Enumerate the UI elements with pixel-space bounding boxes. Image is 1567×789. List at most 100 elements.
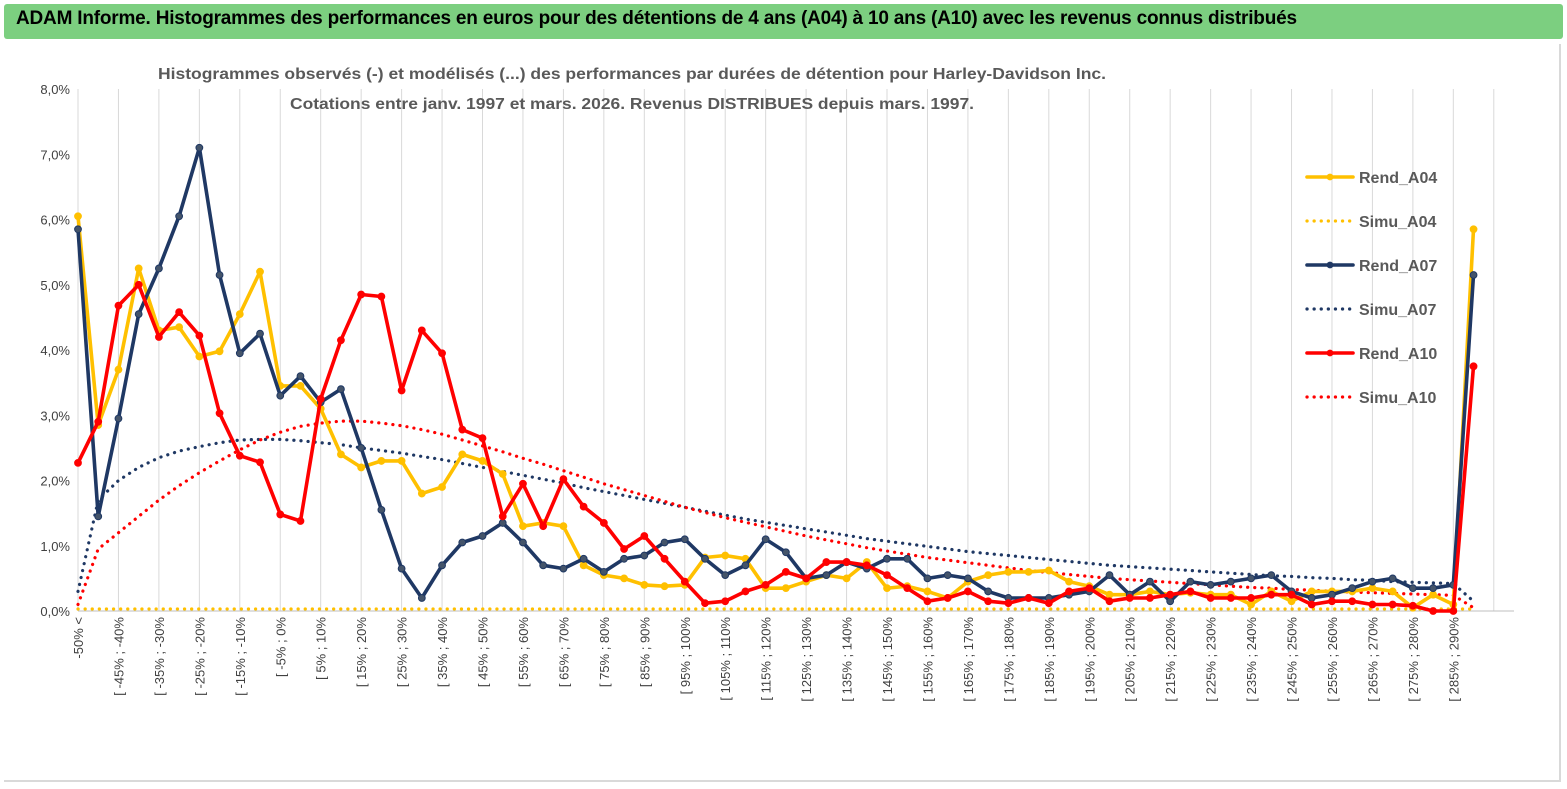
y-tick-label: 4,0% xyxy=(40,343,70,358)
series-simu-a10 xyxy=(76,419,1476,610)
data-point xyxy=(1105,597,1114,606)
data-point xyxy=(256,267,264,276)
legend-label: Rend_A07 xyxy=(1359,258,1437,275)
data-point xyxy=(842,574,851,583)
data-point xyxy=(842,558,851,566)
data-point xyxy=(519,479,527,488)
data-point xyxy=(155,264,163,273)
y-axis: 0,0% 1,0% 2,0% 3,0% 4,0% 5,0% 6,0% 7,0% 8,0% xyxy=(40,82,70,619)
x-tick-label: [ -5% ; 0% xyxy=(273,617,288,677)
title-banner: ADAM Informe. Histogrammes des performan… xyxy=(4,4,1563,39)
data-point xyxy=(1267,571,1276,580)
data-point xyxy=(984,597,993,606)
data-point xyxy=(1368,584,1377,593)
data-point xyxy=(761,535,770,544)
data-point xyxy=(1226,594,1235,602)
data-point xyxy=(539,561,548,570)
x-tick-label: [ 115% ; 120% xyxy=(759,617,774,701)
x-tick-label: [ 235% ; 240% xyxy=(1244,617,1259,702)
data-point xyxy=(417,594,426,602)
x-tick-label: [ 195% ; 200% xyxy=(1082,617,1097,702)
data-point xyxy=(1166,590,1175,599)
data-point xyxy=(276,510,285,519)
data-point xyxy=(316,395,325,403)
x-tick-label: [ 185% ; 190% xyxy=(1042,617,1057,702)
data-point xyxy=(1146,594,1154,602)
x-tick-label: [ 85% ; 90% xyxy=(637,617,652,688)
data-point xyxy=(761,581,770,589)
chart-subtitle: Cotations entre janv. 1997 et mars. 2026… xyxy=(290,96,974,113)
data-point xyxy=(1307,587,1316,596)
x-tick-label: [ 95% ; 100% xyxy=(678,617,693,695)
data-point xyxy=(357,443,366,452)
x-tick-label: [ 135% ; 140% xyxy=(840,617,855,702)
data-point xyxy=(1004,599,1013,608)
data-point xyxy=(1085,584,1094,593)
legend-item: Simu_A07 xyxy=(1305,302,1436,319)
x-tick-label: [ -25% ; -20% xyxy=(192,617,207,696)
data-point xyxy=(195,352,204,361)
data-point xyxy=(94,417,103,426)
data-point xyxy=(1368,577,1377,586)
data-point xyxy=(397,564,406,573)
x-tick-label: [ 5% ; 10% xyxy=(314,617,329,680)
data-point xyxy=(1449,607,1458,615)
data-point xyxy=(579,554,588,563)
data-point xyxy=(781,548,790,557)
legend: Rend_A04 Simu_A04 Rend_A07 Simu_A07 Rend_A10… xyxy=(1305,170,1437,407)
x-tick-label: [ -15% ; -10% xyxy=(233,617,248,696)
data-point xyxy=(721,597,730,606)
legend-item: Rend_A10 xyxy=(1305,346,1437,363)
data-point xyxy=(498,470,507,478)
data-point xyxy=(640,551,649,560)
data-point xyxy=(1004,567,1013,576)
data-point xyxy=(701,554,709,563)
x-tick-label: [ 145% ; 150% xyxy=(880,617,895,702)
data-point xyxy=(1348,597,1357,606)
data-point xyxy=(923,597,932,606)
data-point xyxy=(640,581,649,589)
x-tick-label: [ 35% ; 40% xyxy=(435,617,450,688)
data-point xyxy=(1368,600,1377,609)
x-tick-label: [ 285% ; 290% xyxy=(1446,617,1461,702)
data-point xyxy=(235,310,244,319)
data-point xyxy=(781,567,790,576)
data-point xyxy=(155,333,163,341)
data-point xyxy=(660,554,669,563)
data-point xyxy=(1388,587,1397,596)
legend-label: Rend_A10 xyxy=(1359,346,1437,363)
legend-label: Simu_A10 xyxy=(1359,390,1436,407)
data-point xyxy=(175,308,184,317)
data-point xyxy=(458,425,467,434)
data-point xyxy=(741,587,750,596)
data-point xyxy=(377,505,386,514)
data-point xyxy=(175,212,184,221)
data-point xyxy=(94,512,103,521)
data-point xyxy=(680,577,689,586)
series-line xyxy=(76,437,1476,603)
x-tick-label: [ 55% ; 60% xyxy=(516,617,531,688)
data-point xyxy=(620,574,628,583)
x-tick-label: [ 65% ; 70% xyxy=(556,617,571,688)
data-point xyxy=(276,391,285,400)
data-point xyxy=(74,458,82,467)
data-point xyxy=(964,574,972,583)
gridlines xyxy=(77,89,1495,611)
data-point xyxy=(1065,587,1073,596)
x-tick-label: [ 225% ; 230% xyxy=(1204,617,1219,702)
legend-marker xyxy=(1326,261,1334,269)
data-point xyxy=(620,554,628,563)
data-point xyxy=(1287,597,1296,606)
chart-frame: 0,0% 1,0% 2,0% 3,0% 4,0% 5,0% 6,0% 7,0% 8,0% -50%… xyxy=(4,44,1561,782)
data-point xyxy=(1146,587,1154,596)
x-tick-label: [ 215% ; 220% xyxy=(1163,617,1178,702)
data-point xyxy=(923,587,932,596)
data-point xyxy=(1065,577,1073,586)
data-point xyxy=(1247,594,1255,602)
data-point xyxy=(802,574,811,583)
data-point xyxy=(1408,584,1417,593)
data-point xyxy=(680,535,689,544)
legend-item: Simu_A10 xyxy=(1305,390,1436,407)
y-tick-label: 1,0% xyxy=(40,539,70,554)
data-point xyxy=(1105,590,1114,599)
